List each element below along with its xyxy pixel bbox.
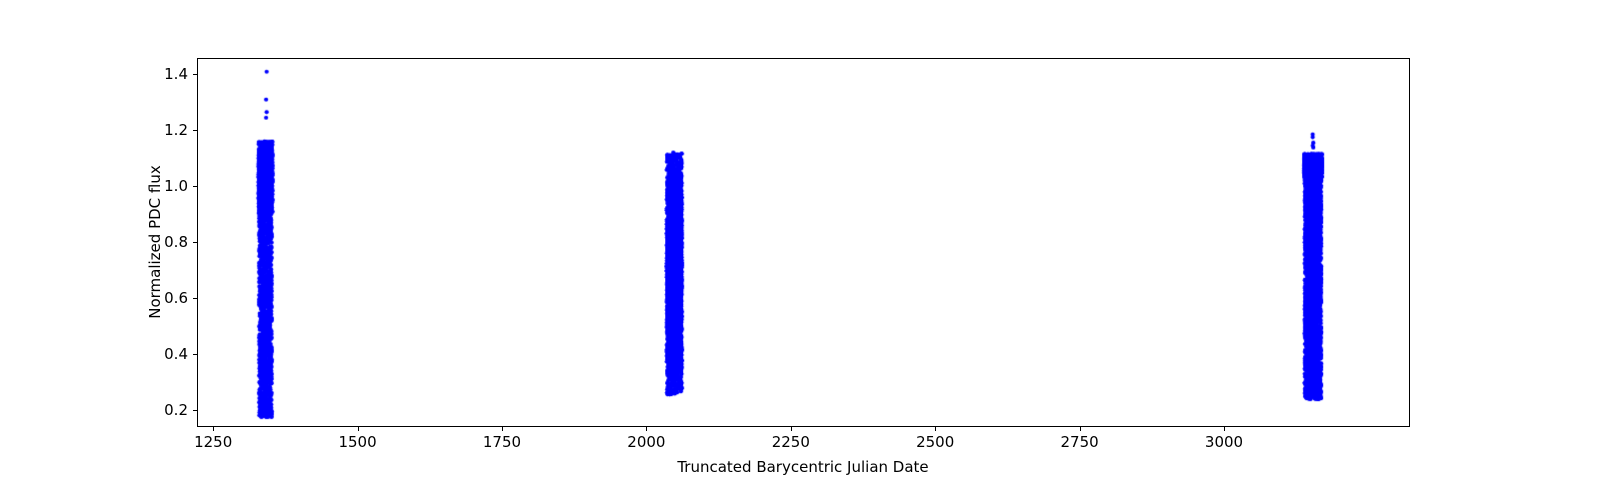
x-tick-label: 1250	[194, 433, 233, 451]
x-tick-mark	[213, 427, 215, 431]
y-tick-mark	[193, 297, 197, 299]
y-tick-mark	[193, 241, 197, 243]
y-tick-label: 0.6	[164, 288, 188, 307]
x-tick-label: 1500	[338, 433, 377, 451]
y-tick-mark	[193, 409, 197, 411]
x-tick-label: 3000	[1204, 433, 1244, 451]
x-tick-mark	[646, 427, 648, 431]
x-tick-label: 2250	[771, 433, 810, 451]
y-tick-mark	[193, 185, 197, 187]
x-tick-label: 2750	[1060, 433, 1099, 451]
y-tick-label: 1.4	[164, 64, 188, 83]
y-tick-label: 1.2	[164, 120, 188, 139]
scatter-plot-points	[198, 59, 1409, 426]
y-tick-label: 0.8	[164, 232, 188, 251]
x-tick-mark	[1079, 427, 1081, 431]
x-tick-mark	[790, 427, 792, 431]
x-tick-label: 2000	[627, 433, 666, 451]
y-tick-mark	[193, 353, 197, 355]
x-tick-mark	[935, 427, 937, 431]
y-tick-mark	[193, 73, 197, 75]
y-tick-label: 0.4	[164, 344, 188, 363]
x-tick-mark	[1224, 427, 1225, 431]
x-tick-label: 2500	[916, 433, 955, 451]
x-tick-mark	[501, 427, 503, 431]
plot-axes-area	[197, 58, 1410, 427]
y-axis-label: Normalized PDC flux	[146, 165, 164, 319]
y-tick-label: 1.0	[164, 176, 188, 195]
x-tick-label: 1750	[482, 433, 522, 451]
x-axis-label: Truncated Barycentric Julian Date	[677, 458, 929, 476]
y-tick-mark	[193, 129, 197, 131]
x-tick-mark	[357, 427, 359, 431]
y-tick-label: 0.2	[164, 400, 188, 419]
